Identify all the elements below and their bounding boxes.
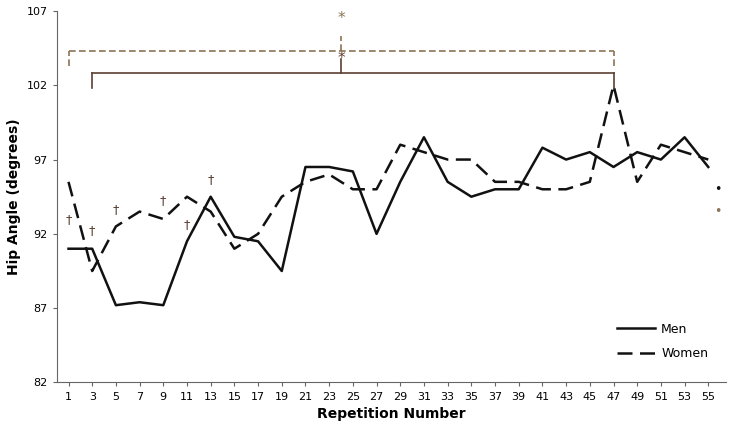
Y-axis label: Hip Angle (degrees): Hip Angle (degrees) [7, 119, 21, 275]
X-axis label: Repetition Number: Repetition Number [317, 407, 465, 421]
Text: †: † [65, 214, 72, 226]
Text: †: † [113, 203, 119, 216]
Text: †: † [207, 173, 214, 186]
Text: *: * [337, 11, 345, 26]
Text: •: • [714, 205, 721, 218]
Text: †: † [89, 224, 95, 237]
Legend: Men, Women: Men, Women [612, 318, 713, 365]
Text: †: † [160, 194, 166, 207]
Text: •: • [714, 183, 721, 196]
Text: *: * [337, 51, 345, 66]
Text: †: † [184, 218, 190, 231]
